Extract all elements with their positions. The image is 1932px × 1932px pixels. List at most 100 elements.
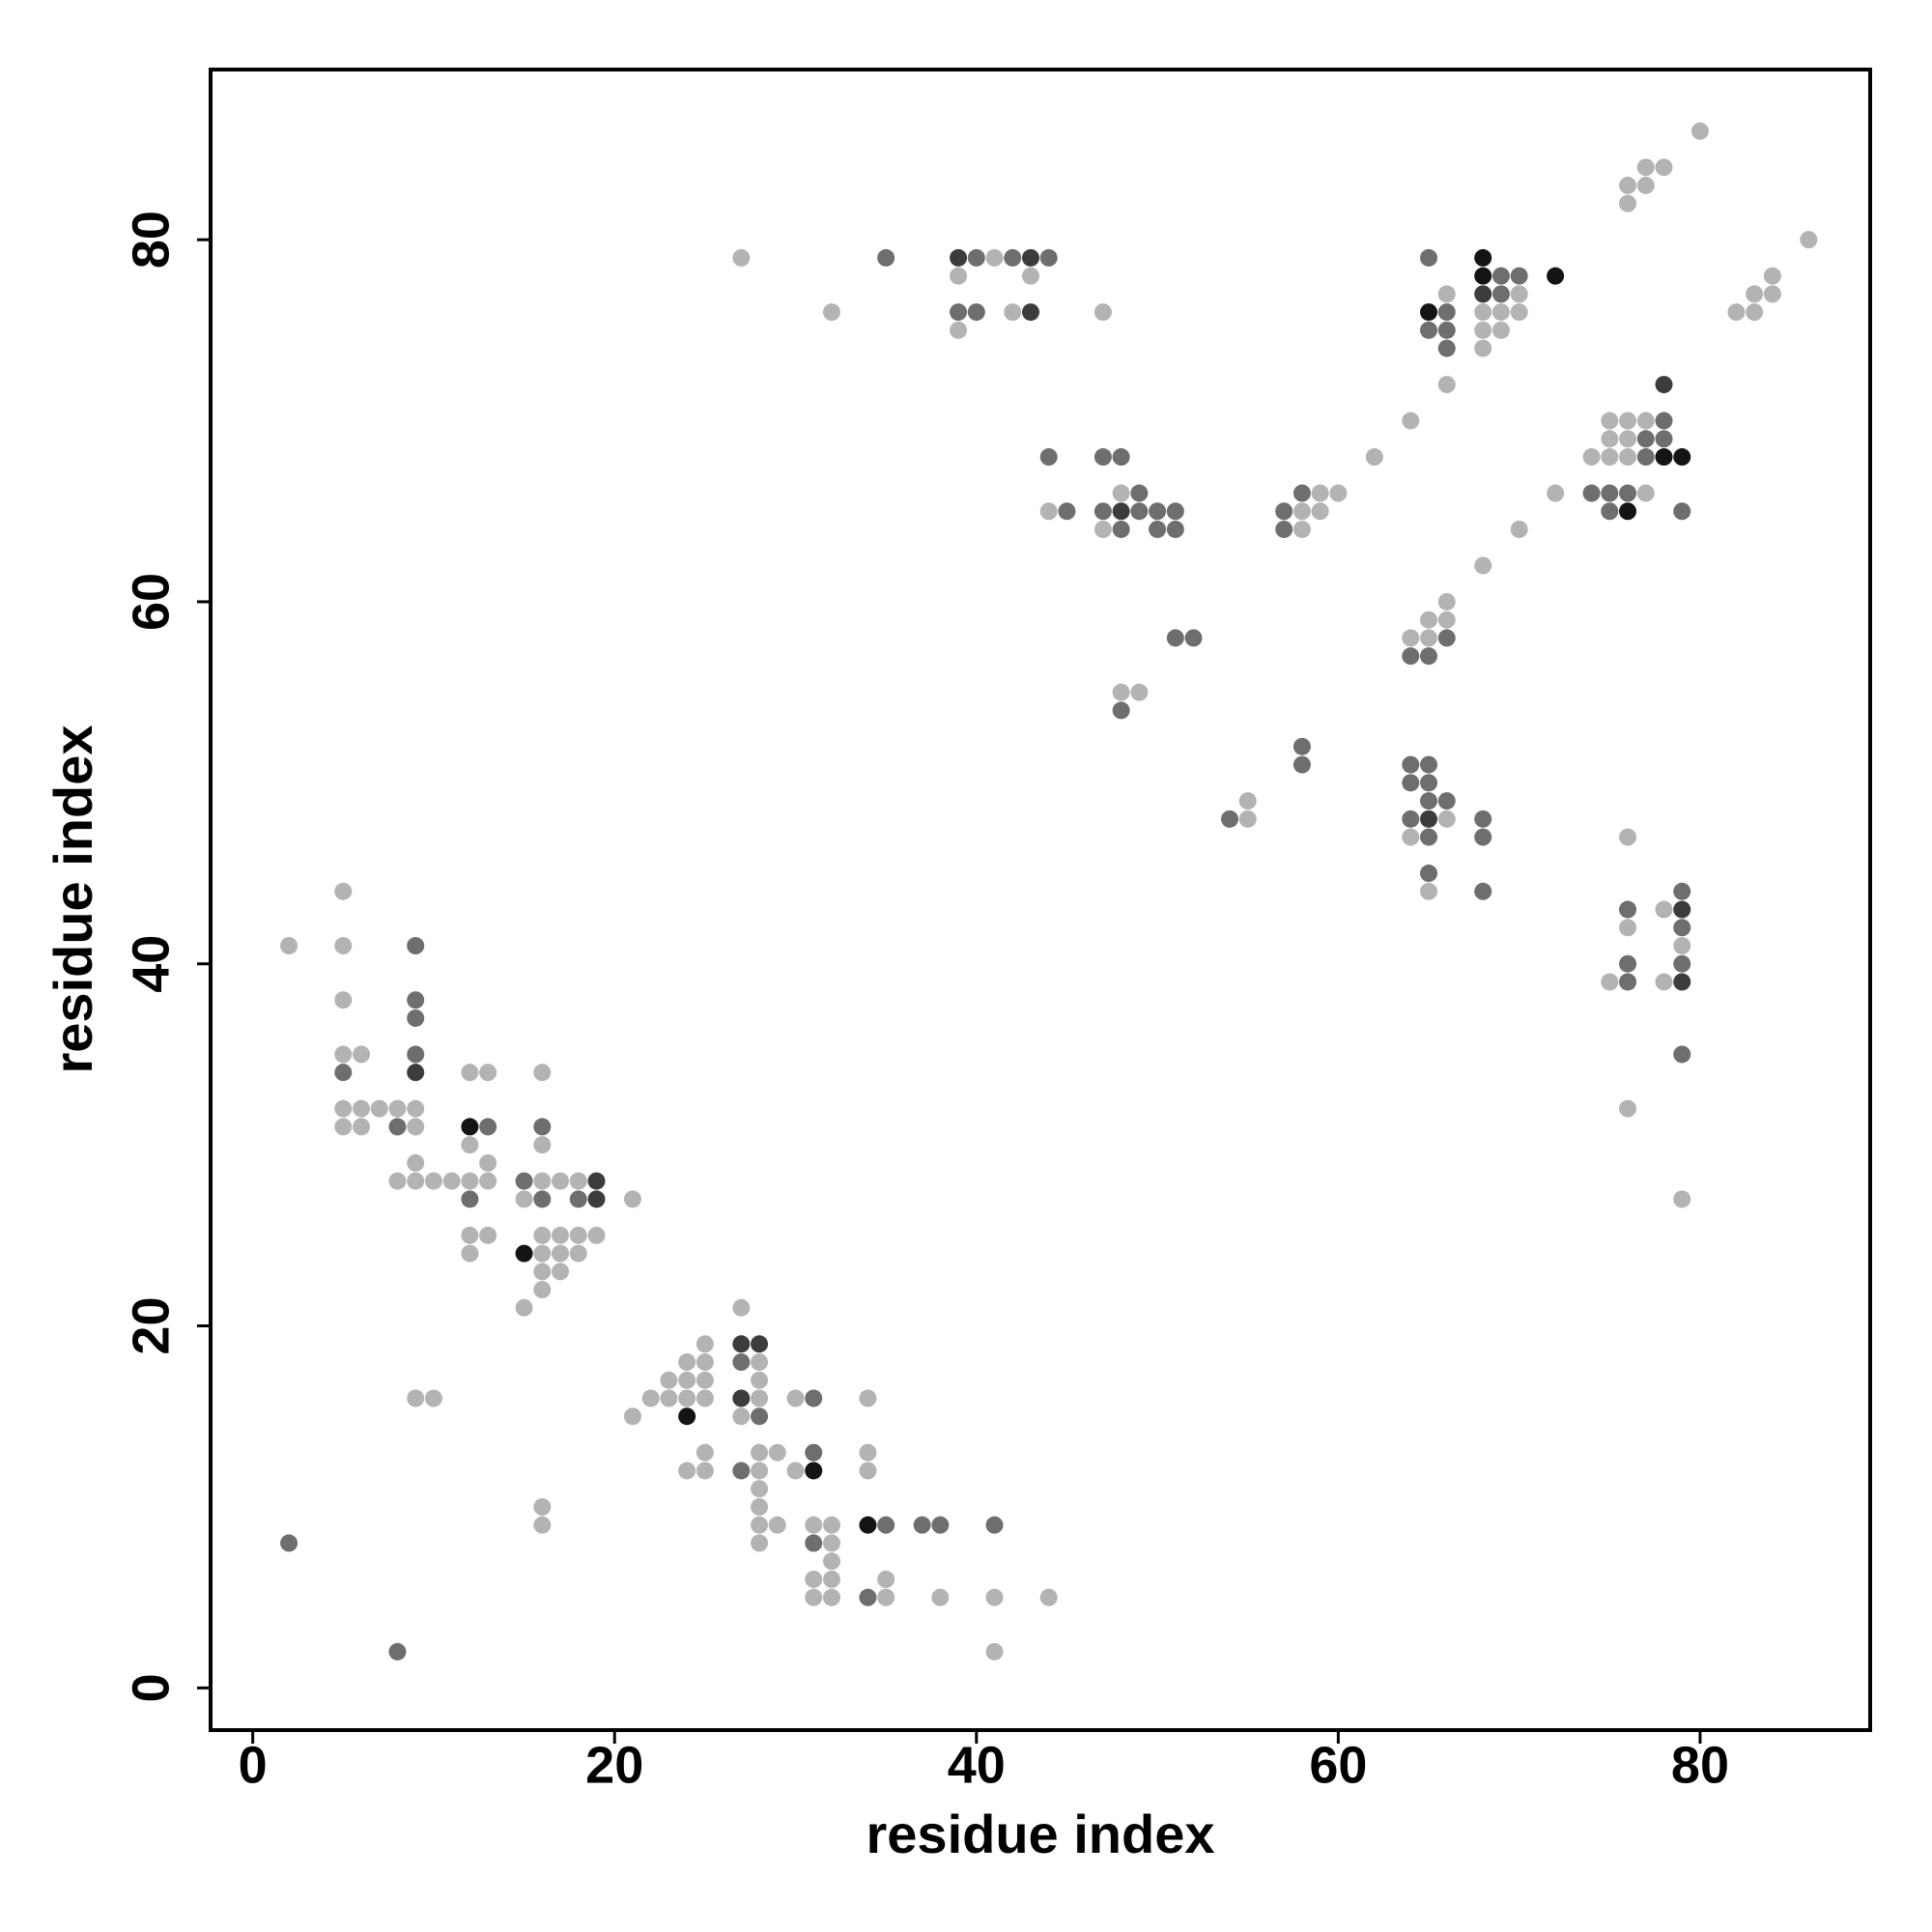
contact-point (678, 1407, 696, 1426)
contact-point (805, 1570, 823, 1588)
contact-point (678, 1353, 696, 1372)
contact-point (1474, 285, 1492, 303)
contact-point (533, 1190, 552, 1208)
contact-point (407, 937, 425, 955)
contact-point (660, 1371, 678, 1389)
contact-point (751, 1462, 769, 1480)
contact-point (1112, 502, 1130, 521)
contact-point (334, 1045, 353, 1064)
contact-point (1601, 484, 1619, 502)
contact-point (479, 1172, 497, 1190)
contact-point (479, 1153, 497, 1172)
contact-point (751, 1353, 769, 1372)
contact-point (1655, 900, 1673, 919)
contact-point (786, 1389, 805, 1407)
contact-point (1021, 248, 1039, 267)
contact-point (877, 1588, 895, 1606)
contact-point (407, 1045, 425, 1064)
x-tick-label: 0 (239, 1736, 268, 1794)
contact-point (1619, 448, 1637, 467)
contact-point (1619, 176, 1637, 194)
contact-point (1746, 285, 1764, 303)
contact-point (822, 1570, 840, 1588)
contact-point (442, 1172, 461, 1190)
contact-point (1636, 412, 1655, 430)
contact-point (461, 1118, 479, 1136)
x-axis-title: residue index (866, 1804, 1214, 1864)
contact-point (805, 1534, 823, 1552)
contact-point (1619, 919, 1637, 937)
contact-point (786, 1462, 805, 1480)
contact-point (1130, 683, 1149, 701)
y-axis-title: residue index (43, 724, 103, 1073)
contact-point (1039, 248, 1058, 267)
contact-point (1420, 792, 1438, 810)
contact-point (569, 1226, 587, 1244)
contact-point (623, 1407, 641, 1426)
contact-point (533, 1118, 552, 1136)
contact-point (1437, 285, 1456, 303)
contact-point (732, 1389, 751, 1407)
contact-point (1437, 629, 1456, 647)
contact-point (407, 1172, 425, 1190)
contact-point (1402, 755, 1420, 774)
contact-point (552, 1263, 570, 1281)
contact-point (1402, 810, 1420, 828)
contact-point (1112, 484, 1130, 502)
contact-point (985, 248, 1004, 267)
contact-point (1510, 520, 1528, 538)
contact-point (334, 937, 353, 955)
contact-point (678, 1462, 696, 1480)
contact-point (1636, 484, 1655, 502)
contact-point (751, 1389, 769, 1407)
contact-point (805, 1389, 823, 1407)
contact-point (877, 248, 895, 267)
contact-point (1094, 303, 1112, 322)
contact-point (388, 1642, 407, 1661)
contact-point (479, 1118, 497, 1136)
x-tick-label: 20 (585, 1736, 643, 1794)
contact-point (552, 1172, 570, 1190)
contact-point (1727, 303, 1746, 322)
x-tick-label: 80 (1671, 1736, 1729, 1794)
contact-point (931, 1516, 950, 1534)
contact-point (1800, 231, 1818, 249)
contact-point (461, 1064, 479, 1082)
contact-point (751, 1516, 769, 1534)
contact-point (1094, 502, 1112, 521)
contact-point (950, 248, 968, 267)
contact-point (1673, 1190, 1691, 1208)
y-tick-label: 0 (122, 1673, 180, 1702)
contact-point (1420, 629, 1438, 647)
contact-point (1655, 973, 1673, 991)
contact-point (407, 1099, 425, 1118)
contact-point (515, 1298, 533, 1317)
contact-point (1492, 285, 1510, 303)
contact-point (552, 1226, 570, 1244)
contact-point (479, 1064, 497, 1082)
contact-point (515, 1244, 533, 1263)
contact-point (533, 1263, 552, 1281)
contact-point (1673, 882, 1691, 900)
contact-point (1039, 502, 1058, 521)
contact-point (1673, 502, 1691, 521)
contact-point (388, 1118, 407, 1136)
contact-point (1329, 484, 1348, 502)
contact-point (280, 1534, 298, 1552)
y-tick-label: 80 (122, 211, 180, 269)
contact-point (1166, 629, 1184, 647)
contact-point (1619, 1099, 1637, 1118)
contact-point (805, 1588, 823, 1606)
contact-point (1238, 810, 1257, 828)
contact-point (877, 1516, 895, 1534)
contact-point (1619, 412, 1637, 430)
contact-point (533, 1281, 552, 1299)
contact-point (424, 1172, 442, 1190)
contact-point (950, 303, 968, 322)
contact-point (479, 1226, 497, 1244)
contact-point (967, 303, 985, 322)
contact-point (985, 1642, 1004, 1661)
contact-point (1130, 484, 1149, 502)
contact-point (1619, 484, 1637, 502)
contact-point (751, 1443, 769, 1462)
